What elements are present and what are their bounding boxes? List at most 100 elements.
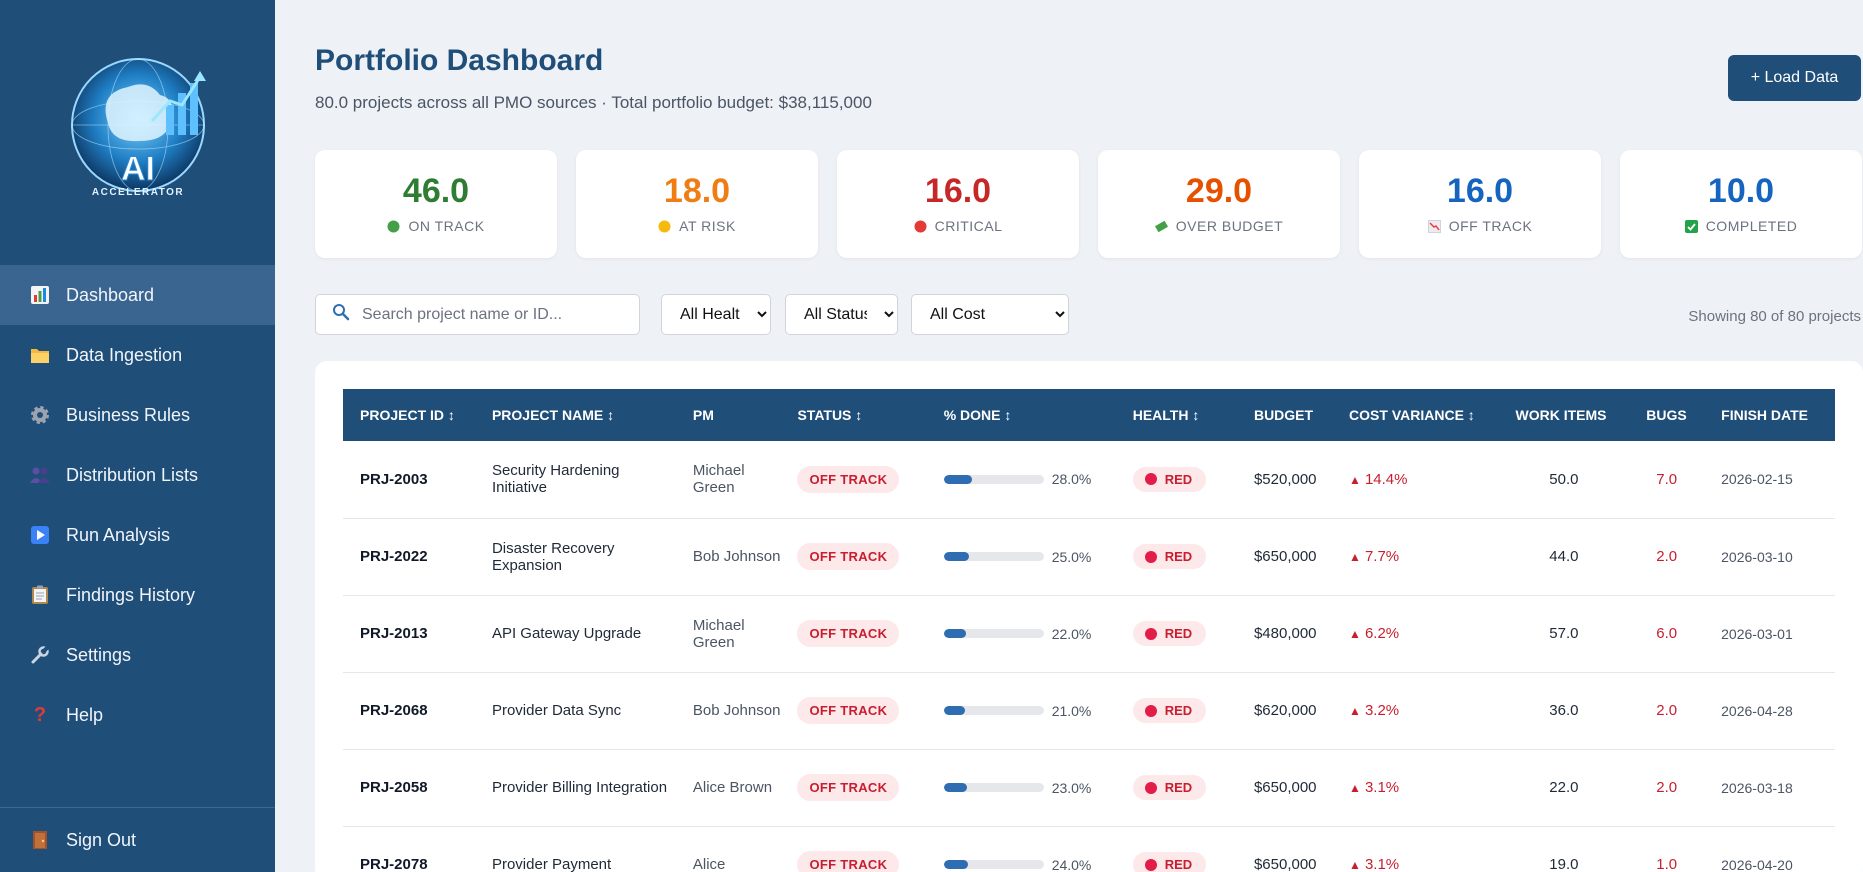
table-row[interactable]: PRJ-2058 Provider Billing Integration Alic… xyxy=(343,749,1835,826)
triangle-up-icon: ▲ xyxy=(1349,550,1361,564)
work-items-cell: 57.0 xyxy=(1549,625,1579,642)
project-id-cell: PRJ-2022 xyxy=(360,548,428,565)
status-badge: OFF TRACK xyxy=(797,620,900,647)
cost-filter-select[interactable]: All Cost xyxy=(911,294,1069,335)
column-header-cost-variance[interactable]: COST VARIANCE ↕ xyxy=(1349,407,1475,423)
search-box[interactable] xyxy=(315,294,640,335)
column-header-status[interactable]: STATUS ↕ xyxy=(797,407,863,423)
status-filter-select[interactable]: All Status xyxy=(785,294,898,335)
triangle-up-icon: ▲ xyxy=(1349,781,1361,795)
sidebar-item-settings[interactable]: Settings xyxy=(0,625,275,685)
percent-done-cell: 28.0% xyxy=(927,441,1116,518)
project-id-cell: PRJ-2003 xyxy=(360,470,428,488)
sidebar-item-distribution-lists[interactable]: Distribution Lists xyxy=(0,445,275,505)
finish-date-cell: 2026-03-18 xyxy=(1721,779,1793,796)
card-label: COMPLETED xyxy=(1705,218,1798,234)
percent-done-cell: 21.0% xyxy=(927,672,1116,749)
bugs-cell: 6.0 xyxy=(1656,625,1678,642)
search-input[interactable] xyxy=(362,305,622,324)
results-count: Showing 80 of 80 projects xyxy=(1688,308,1861,325)
column-header-health[interactable]: HEALTH ↕ xyxy=(1132,407,1200,423)
column-header-project-id[interactable]: PROJECT ID ↕ xyxy=(360,407,455,423)
sidebar-item-run-analysis[interactable]: Run Analysis xyxy=(0,505,275,565)
status-badge: OFF TRACK xyxy=(797,543,900,570)
cost-variance-cell: ▲ 3.2% xyxy=(1332,672,1498,749)
load-data-button[interactable]: + Load Data xyxy=(1728,55,1861,101)
page-subtitle: 80.0 projects across all PMO sources · T… xyxy=(315,93,872,112)
bugs-cell: 2.0 xyxy=(1656,779,1678,796)
progress-label: 21.0% xyxy=(1051,702,1092,719)
bugs-cell: 2.0 xyxy=(1656,702,1678,719)
status-badge: OFF TRACK xyxy=(797,851,900,872)
completed-card[interactable]: 10.0 COMPLETED xyxy=(1620,150,1862,258)
status-badge: OFF TRACK xyxy=(797,697,900,724)
column-header-percent-done[interactable]: % DONE ↕ xyxy=(943,407,1012,423)
aipmo-logo: AI ACCELERATOR xyxy=(48,43,228,223)
cost-variance-cell: ▲ 7.7% xyxy=(1332,518,1498,595)
gear-icon xyxy=(28,403,52,427)
sidebar-item-label: Dashboard xyxy=(66,284,155,305)
triangle-up-icon: ▲ xyxy=(1349,704,1361,718)
project-id-cell: PRJ-2058 xyxy=(360,779,428,796)
door-icon xyxy=(28,828,52,852)
project-id-cell: PRJ-2013 xyxy=(360,625,428,642)
table-row[interactable]: PRJ-2068 Provider Data Sync Bob Johnson OFF… xyxy=(343,672,1835,749)
project-id-cell: PRJ-2078 xyxy=(360,856,428,872)
on-track-card[interactable]: 46.0 ON TRACK xyxy=(315,150,557,258)
sidebar-item-findings-history[interactable]: Findings History xyxy=(0,565,275,625)
project-id-cell: PRJ-2068 xyxy=(360,702,428,719)
column-header-pm: PM xyxy=(692,407,714,423)
sidebar-item-label: Findings History xyxy=(66,584,196,605)
red-circle-icon xyxy=(914,220,927,233)
budget-cell: $480,000 xyxy=(1253,625,1317,642)
health-label: RED xyxy=(1164,703,1193,718)
table-row[interactable]: PRJ-2022 Disaster Recovery Expansion Bob J… xyxy=(343,518,1835,595)
finish-date-cell: 2026-03-10 xyxy=(1721,548,1793,565)
table-row[interactable]: PRJ-2003 Security Hardening Initiative Mic… xyxy=(343,441,1835,518)
project-name-cell: Security Hardening Initiative xyxy=(491,462,620,497)
table-row[interactable]: PRJ-2078 Provider Payment Alice OFF TRACK 24… xyxy=(343,826,1835,872)
over-budget-card[interactable]: 29.0 OVER BUDGET xyxy=(1098,150,1340,258)
clipboard-icon xyxy=(28,583,52,607)
card-value: 46.0 xyxy=(402,172,470,210)
pm-cell: Michael Green xyxy=(692,616,745,651)
critical-card[interactable]: 16.0 CRITICAL xyxy=(837,150,1079,258)
bar-chart-icon xyxy=(28,283,52,307)
sidebar-item-label: Settings xyxy=(66,644,132,665)
health-label: RED xyxy=(1164,857,1193,872)
progress-bar xyxy=(943,474,1044,484)
red-circle-icon xyxy=(1144,704,1157,717)
budget-cell: $520,000 xyxy=(1253,470,1317,488)
progress-fill xyxy=(943,706,965,715)
health-cell: RED xyxy=(1116,441,1237,518)
finish-date-cell: 2026-04-28 xyxy=(1721,702,1793,719)
wrench-icon xyxy=(28,643,52,667)
status-cell: OFF TRACK xyxy=(780,441,926,518)
card-label: AT RISK xyxy=(679,218,736,234)
table-row[interactable]: PRJ-2013 API Gateway Upgrade Michael Green… xyxy=(343,595,1835,672)
variance-value: 7.7% xyxy=(1364,548,1400,565)
triangle-up-icon: ▲ xyxy=(1349,858,1361,872)
green-circle-icon xyxy=(387,220,400,233)
health-cell: RED xyxy=(1116,826,1237,872)
progress-bar xyxy=(943,552,1044,561)
finish-date-cell: 2026-03-01 xyxy=(1721,625,1793,642)
sign-out-button[interactable]: Sign Out xyxy=(0,810,275,870)
sidebar-item-business-rules[interactable]: Business Rules xyxy=(0,385,275,445)
off-track-card[interactable]: 16.0 OFF TRACK xyxy=(1359,150,1601,258)
logo-wordmark: AI xyxy=(121,150,155,188)
projects-table-card: PROJECT ID ↕ PROJECT NAME ↕ PM STATUS ↕ … xyxy=(315,361,1863,872)
sidebar: AI ACCELERATOR Dashboard Data Ingestion … xyxy=(0,0,275,872)
pm-cell: Bob Johnson xyxy=(692,548,781,565)
card-value: 18.0 xyxy=(663,172,731,210)
health-filter-select[interactable]: All Health xyxy=(661,294,771,335)
column-header-project-name[interactable]: PROJECT NAME ↕ xyxy=(491,407,615,423)
work-items-cell: 22.0 xyxy=(1549,779,1579,796)
card-value: 29.0 xyxy=(1185,172,1253,210)
sidebar-item-data-ingestion[interactable]: Data Ingestion xyxy=(0,325,275,385)
at-risk-card[interactable]: 18.0 AT RISK xyxy=(576,150,818,258)
sidebar-item-dashboard[interactable]: Dashboard xyxy=(0,265,275,325)
sidebar-item-help[interactable]: ? Help xyxy=(0,685,275,745)
logo-area: AI ACCELERATOR xyxy=(0,0,275,265)
work-items-cell: 36.0 xyxy=(1549,702,1579,719)
